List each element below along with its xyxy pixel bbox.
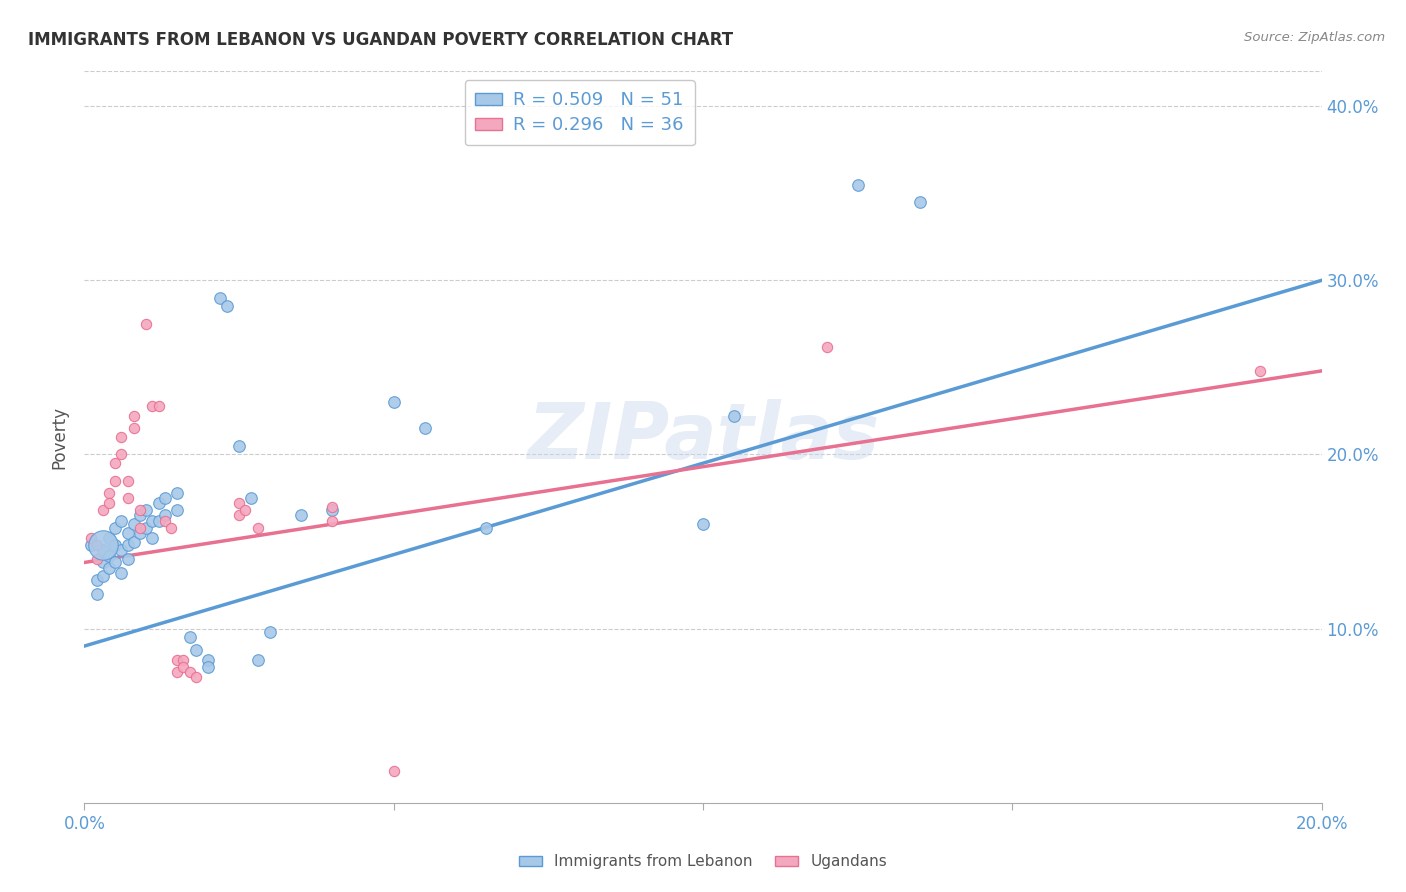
Point xyxy=(141,399,163,413)
Point xyxy=(91,569,114,583)
Text: ZIPatlаs: ZIPatlаs xyxy=(527,399,879,475)
Point xyxy=(184,670,207,684)
Point xyxy=(179,631,201,645)
Point xyxy=(723,409,745,424)
Point xyxy=(86,552,108,566)
Point xyxy=(321,500,343,514)
Point xyxy=(117,525,139,540)
Point xyxy=(413,421,436,435)
Point xyxy=(117,552,139,566)
Point xyxy=(197,653,219,667)
Point xyxy=(321,514,343,528)
Legend: Immigrants from Lebanon, Ugandans: Immigrants from Lebanon, Ugandans xyxy=(513,848,893,875)
Point xyxy=(129,525,152,540)
Point xyxy=(215,300,238,314)
Y-axis label: Poverty: Poverty xyxy=(51,406,69,468)
Point xyxy=(228,439,250,453)
Point xyxy=(148,399,170,413)
Point xyxy=(135,503,157,517)
Point xyxy=(79,531,101,545)
Point xyxy=(153,508,176,523)
Point xyxy=(117,491,139,505)
Point xyxy=(1249,364,1271,378)
Point xyxy=(122,534,145,549)
Point xyxy=(166,653,188,667)
Point xyxy=(160,521,183,535)
Point xyxy=(98,496,121,510)
Point xyxy=(110,448,132,462)
Point xyxy=(153,491,176,505)
Point xyxy=(228,508,250,523)
Point xyxy=(246,521,269,535)
Point xyxy=(209,291,232,305)
Point xyxy=(122,517,145,532)
Point xyxy=(91,543,114,558)
Point xyxy=(692,517,714,532)
Point xyxy=(475,521,498,535)
Point xyxy=(122,409,145,424)
Text: IMMIGRANTS FROM LEBANON VS UGANDAN POVERTY CORRELATION CHART: IMMIGRANTS FROM LEBANON VS UGANDAN POVER… xyxy=(28,31,734,49)
Point xyxy=(148,496,170,510)
Point xyxy=(129,521,152,535)
Point xyxy=(86,573,108,587)
Point xyxy=(129,503,152,517)
Point xyxy=(91,503,114,517)
Point xyxy=(98,560,121,574)
Legend: R = 0.509   N = 51, R = 0.296   N = 36: R = 0.509 N = 51, R = 0.296 N = 36 xyxy=(464,80,695,145)
Point xyxy=(104,456,127,470)
Point xyxy=(135,317,157,331)
Point xyxy=(908,194,931,209)
Point xyxy=(197,660,219,674)
Point xyxy=(98,549,121,563)
Point xyxy=(815,339,838,353)
Point xyxy=(104,474,127,488)
Point xyxy=(240,491,263,505)
Point xyxy=(104,556,127,570)
Point xyxy=(382,764,405,779)
Point xyxy=(98,531,121,545)
Point xyxy=(110,543,132,558)
Point xyxy=(382,395,405,409)
Point xyxy=(104,521,127,535)
Point xyxy=(86,538,108,552)
Point xyxy=(91,556,114,570)
Point xyxy=(179,665,201,680)
Point xyxy=(117,538,139,552)
Point xyxy=(122,421,145,435)
Point xyxy=(172,660,194,674)
Point xyxy=(290,508,312,523)
Point xyxy=(148,514,170,528)
Point xyxy=(104,538,127,552)
Point xyxy=(166,665,188,680)
Point xyxy=(184,642,207,657)
Text: Source: ZipAtlas.com: Source: ZipAtlas.com xyxy=(1244,31,1385,45)
Point xyxy=(117,474,139,488)
Point xyxy=(228,496,250,510)
Point xyxy=(846,178,869,192)
Point xyxy=(246,653,269,667)
Point xyxy=(321,503,343,517)
Point xyxy=(141,531,163,545)
Point xyxy=(129,508,152,523)
Point xyxy=(166,503,188,517)
Point xyxy=(91,538,114,552)
Point xyxy=(172,653,194,667)
Point xyxy=(233,503,256,517)
Point xyxy=(110,514,132,528)
Point xyxy=(141,514,163,528)
Point xyxy=(110,430,132,444)
Point xyxy=(259,625,281,640)
Point xyxy=(110,566,132,580)
Point xyxy=(166,485,188,500)
Point xyxy=(79,538,101,552)
Point xyxy=(135,521,157,535)
Point xyxy=(86,587,108,601)
Point xyxy=(153,514,176,528)
Point xyxy=(98,485,121,500)
